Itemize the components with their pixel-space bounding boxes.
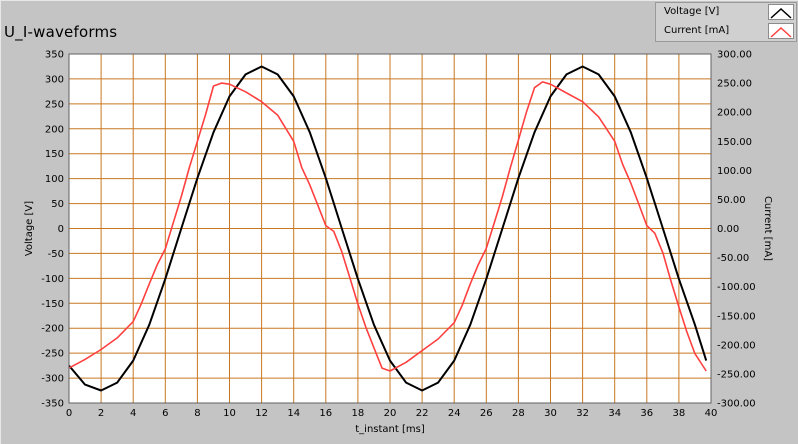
current-line-swatch-icon: [768, 23, 794, 39]
legend-item-current[interactable]: Current [mA]: [656, 22, 796, 41]
x-tick-label: 0: [66, 408, 72, 419]
legend-label-current: Current [mA]: [664, 25, 730, 36]
x-tick-label: 38: [673, 408, 686, 419]
y-tick-label: 100: [45, 174, 64, 185]
y2-tick-label: 100.00: [717, 166, 752, 177]
voltage-line-swatch-icon: [768, 4, 794, 20]
y2-tick-label: -50.00: [717, 253, 749, 264]
y-tick-label: -350: [41, 399, 64, 410]
y2-tick-label: -250.00: [717, 369, 756, 380]
x-tick-label: 16: [319, 408, 332, 419]
y2-tick-label: -200.00: [717, 340, 756, 351]
x-tick-label: 10: [223, 408, 236, 419]
y-tick-label: -100: [41, 274, 64, 285]
tick-labels: 0 2 4 6 8 10 12 14 16 18 20 22 24 26 28 30 32 34 36 38 40350…: [41, 50, 755, 420]
y2-tick-label: -100.00: [717, 282, 756, 293]
x-tick-label: 4: [130, 408, 136, 419]
y-tick-label: 350: [45, 50, 64, 61]
y-tick-label: 200: [45, 124, 64, 135]
current-series-line: [68, 81, 707, 372]
x-tick-label: 34: [608, 408, 621, 419]
plot-legend[interactable]: Voltage [V] Current [mA]: [655, 2, 797, 42]
y2-tick-label: -300.00: [717, 399, 756, 410]
y2-tick-label: 50.00: [717, 195, 746, 206]
y2-tick-label: 0.00: [717, 224, 739, 235]
y2-axis-label: Current [mA]: [762, 196, 773, 261]
y-tick-label: -50: [48, 249, 64, 260]
series-layer: [68, 65, 708, 392]
y-tick-label: 0: [58, 224, 64, 235]
x-tick-label: 6: [162, 408, 168, 419]
x-tick-label: 30: [544, 408, 557, 419]
y2-tick-label: 250.00: [717, 79, 752, 90]
y-tick-label: 150: [45, 149, 64, 160]
y-tick-label: 300: [45, 74, 64, 85]
y-tick-label: 250: [45, 99, 64, 110]
x-tick-label: 18: [352, 408, 365, 419]
x-tick-label: 12: [255, 408, 268, 419]
x-tick-label: 32: [576, 408, 589, 419]
x-tick-label: 8: [194, 408, 200, 419]
y2-tick-label: 200.00: [717, 108, 752, 119]
y-tick-label: 50: [51, 199, 64, 210]
y-tick-label: -150: [41, 299, 64, 310]
y2-tick-label: 300.00: [717, 50, 752, 61]
x-tick-label: 26: [480, 408, 493, 419]
legend-item-voltage[interactable]: Voltage [V]: [656, 3, 796, 22]
y-axis-label: Voltage [V]: [24, 201, 35, 256]
y2-tick-label: 150.00: [717, 137, 752, 148]
x-tick-label: 14: [287, 408, 300, 419]
plot-frame: [68, 53, 712, 404]
x-axis-label: t_instant [ms]: [355, 424, 425, 435]
y2-tick-label: -150.00: [717, 311, 756, 322]
x-tick-label: 2: [98, 408, 104, 419]
y-tick-label: -250: [41, 349, 64, 360]
x-tick-label: 24: [448, 408, 461, 419]
x-tick-label: 28: [512, 408, 525, 419]
y-tick-label: -200: [41, 324, 64, 335]
voltage-series-line: [68, 65, 708, 392]
grid-lines: [68, 53, 712, 404]
x-tick-label: 22: [416, 408, 429, 419]
legend-label-voltage: Voltage [V]: [664, 6, 720, 17]
x-tick-label: 40: [705, 408, 718, 419]
y-tick-label: -300: [41, 374, 64, 385]
x-tick-label: 36: [640, 408, 653, 419]
graph-title: U_I-waveforms: [4, 23, 118, 41]
x-tick-label: 20: [384, 408, 397, 419]
